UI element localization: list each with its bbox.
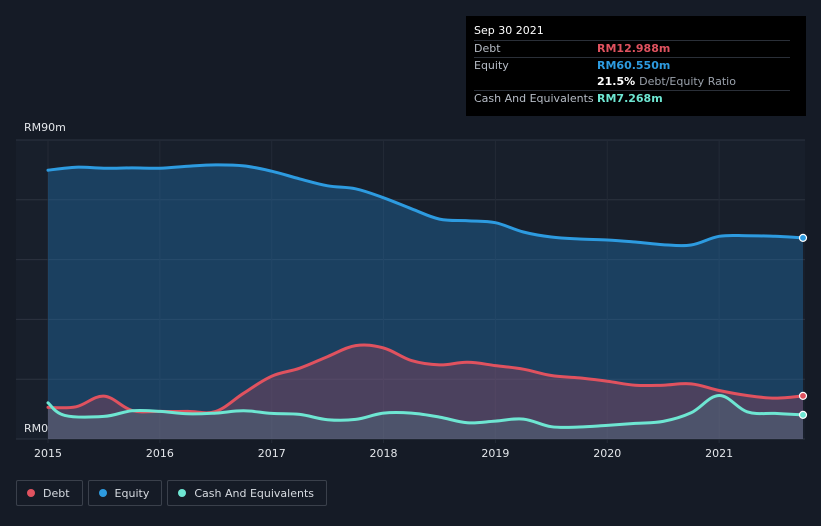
y-axis-max-label: RM90m — [24, 121, 66, 134]
legend-equity-toggle[interactable]: Equity — [87, 480, 163, 506]
y-axis-min-label: RM0 — [24, 422, 48, 435]
series-layer — [46, 163, 805, 439]
tooltip-ratio-value: 21.5% — [597, 75, 636, 88]
debt-area — [48, 344, 803, 439]
cash-end-marker — [798, 410, 808, 419]
equity-area — [48, 164, 803, 439]
tooltip-date: Sep 30 2021 — [474, 24, 544, 37]
equity-line — [46, 163, 805, 248]
x-tick-label-2021: 2021 — [705, 447, 733, 460]
tooltip-cash-label: Cash And Equivalents — [474, 92, 594, 105]
equity-end-marker — [798, 233, 808, 242]
tooltip-equity-row: Equity RM60.550m — [474, 57, 790, 74]
x-tick-label-2015: 2015 — [34, 447, 62, 460]
x-tick-label-2019: 2019 — [481, 447, 509, 460]
tooltip-cash-value: RM7.268m — [597, 92, 663, 105]
legend-equity-dot-icon — [98, 489, 107, 497]
x-tick-label-2020: 2020 — [593, 447, 621, 460]
legend-cash-dot-icon — [178, 489, 187, 497]
legend-cash-label: Cash And Equivalents — [194, 486, 314, 500]
tooltip-ratio-row: 21.5% Debt/Equity Ratio — [474, 74, 790, 90]
tooltip-cash-row: Cash And Equivalents RM7.268m — [474, 90, 790, 107]
cash-area — [48, 395, 803, 439]
legend-debt-dot-icon — [27, 489, 35, 497]
marker-layer — [798, 233, 808, 419]
tooltip-ratio-label: Debt/Equity Ratio — [639, 75, 736, 88]
x-tick-label-2018: 2018 — [370, 447, 398, 460]
tooltip-equity-label: Equity — [474, 59, 509, 72]
data-tooltip: Sep 30 2021 Debt RM12.988m Equity RM60.5… — [466, 16, 806, 116]
tooltip-debt-label: Debt — [474, 42, 501, 55]
plot-background — [16, 140, 805, 439]
chart-legend: Debt Equity Cash And Equivalents — [16, 480, 327, 506]
tooltip-debt-value: RM12.988m — [597, 42, 671, 55]
cash-line — [46, 393, 805, 429]
legend-equity-label: Equity — [114, 486, 150, 500]
tooltip-debt-row: Debt RM12.988m — [474, 40, 790, 57]
legend-cash-toggle[interactable]: Cash And Equivalents — [167, 480, 327, 506]
x-tick-label-2016: 2016 — [146, 447, 174, 460]
legend-debt-label: Debt — [43, 486, 70, 500]
axis-layer: RM90m RM0 2015 2016 2017 2018 2019 2020 2021 — [24, 121, 733, 460]
legend-debt-toggle[interactable]: Debt — [16, 480, 83, 506]
x-tick-label-2017: 2017 — [258, 447, 286, 460]
grid-layer — [16, 139, 805, 443]
tooltip-equity-value: RM60.550m — [597, 59, 671, 72]
debt-end-marker — [798, 391, 808, 400]
